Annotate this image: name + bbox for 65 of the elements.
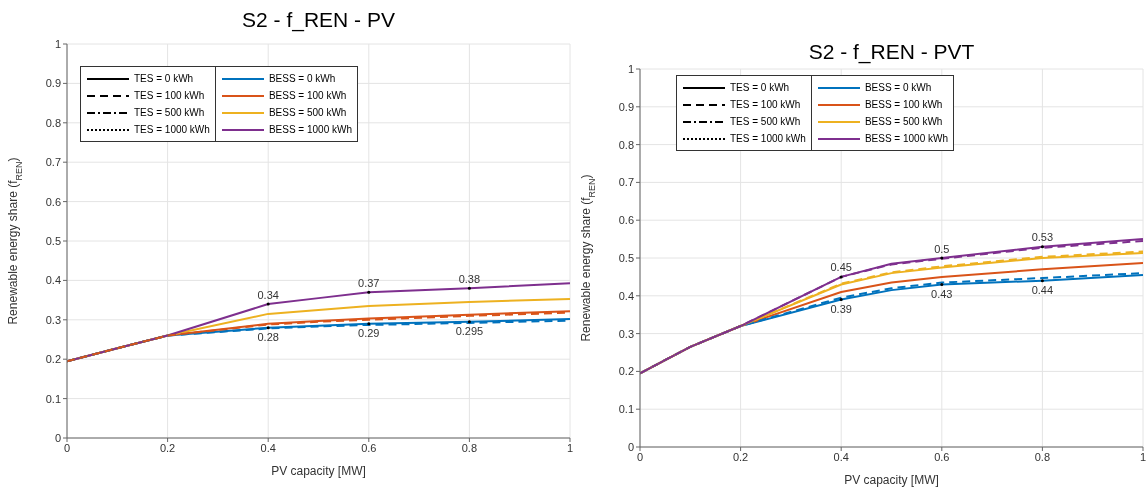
y-tick-label: 0.4 bbox=[618, 289, 634, 302]
x-tick-label: 0.8 bbox=[461, 441, 478, 454]
legend-label: BESS = 0 kWh bbox=[864, 82, 932, 93]
y-tick-label: 0.8 bbox=[45, 116, 61, 129]
y-tick-label: 0.5 bbox=[45, 234, 61, 247]
x-tick-label: 1 bbox=[566, 441, 574, 454]
y-tick-label: 0.1 bbox=[618, 403, 634, 416]
y-tick-label: 0.9 bbox=[45, 77, 61, 90]
legend-label: TES = 1000 kWh bbox=[730, 133, 806, 144]
annotation: 0.38 bbox=[458, 272, 481, 285]
annotation: 0.53 bbox=[1031, 231, 1054, 244]
legend-label: TES = 500 kWh bbox=[730, 116, 801, 127]
annotation: 0.295 bbox=[455, 325, 484, 338]
legend-label: BESS = 100 kWh bbox=[864, 99, 943, 110]
y-tick-label: 0.7 bbox=[618, 176, 634, 189]
annotation: 0.34 bbox=[257, 288, 279, 301]
annotation: 0.45 bbox=[830, 261, 852, 274]
legend-label: BESS = 100 kWh bbox=[268, 90, 347, 101]
x-axis-title: PV capacity [MW] bbox=[270, 464, 367, 478]
y-tick-label: 0.2 bbox=[618, 365, 634, 378]
y-tick-label: 0.1 bbox=[45, 392, 61, 405]
y-tick-label: 0.9 bbox=[618, 100, 634, 113]
y-tick-label: 0.4 bbox=[45, 274, 61, 287]
chart-title: S2 - f_REN - PV bbox=[241, 8, 396, 32]
x-tick-label: 0.6 bbox=[934, 450, 950, 463]
legend-label: TES = 0 kWh bbox=[134, 73, 194, 84]
y-tick-label: 0.7 bbox=[45, 156, 61, 169]
annotation: 0.39 bbox=[830, 302, 852, 315]
legend-label: TES = 100 kWh bbox=[730, 99, 801, 110]
y-tick-label: 0 bbox=[54, 431, 61, 444]
legend-label: TES = 1000 kWh bbox=[134, 124, 210, 135]
x-tick-label: 0.2 bbox=[732, 450, 749, 463]
x-tick-label: 0.4 bbox=[260, 441, 276, 454]
annotation: 0.28 bbox=[257, 330, 279, 343]
x-tick-label: 0.6 bbox=[361, 441, 377, 454]
y-tick-label: 1 bbox=[54, 37, 61, 50]
legend-label: BESS = 1000 kWh bbox=[268, 124, 352, 135]
annotation: 0.43 bbox=[931, 287, 953, 300]
y-tick-label: 0.6 bbox=[45, 195, 61, 208]
x-tick-label: 0 bbox=[63, 441, 71, 454]
y-tick-label: 0.3 bbox=[618, 327, 634, 340]
x-axis-title: PV capacity [MW] bbox=[843, 473, 940, 487]
y-tick-label: 0.5 bbox=[618, 251, 634, 264]
x-tick-label: 0.8 bbox=[1034, 450, 1051, 463]
x-tick-label: 0 bbox=[636, 450, 644, 463]
legend-label: TES = 0 kWh bbox=[730, 82, 790, 93]
annotation: 0.44 bbox=[1031, 283, 1054, 296]
annotation: 0.29 bbox=[358, 327, 380, 340]
y-tick-label: 0.6 bbox=[618, 214, 634, 227]
legend-label: BESS = 0 kWh bbox=[268, 73, 336, 84]
annotation: 0.37 bbox=[358, 276, 380, 289]
x-tick-label: 0.4 bbox=[833, 450, 849, 463]
y-tick-label: 0.8 bbox=[618, 138, 634, 151]
x-tick-label: 0.2 bbox=[159, 441, 176, 454]
y-tick-label: 0.3 bbox=[45, 313, 61, 326]
y-tick-label: 1 bbox=[627, 62, 634, 75]
legend-label: TES = 500 kWh bbox=[134, 107, 205, 118]
legend-label: BESS = 500 kWh bbox=[268, 107, 347, 118]
annotation: 0.5 bbox=[934, 242, 950, 255]
legend-label: TES = 100 kWh bbox=[134, 90, 205, 101]
legend-label: BESS = 1000 kWh bbox=[864, 133, 948, 144]
legend-label: BESS = 500 kWh bbox=[864, 116, 943, 127]
x-tick-label: 1 bbox=[1139, 450, 1146, 463]
y-tick-label: 0.2 bbox=[45, 353, 61, 366]
chart-title: S2 - f_REN - PVT bbox=[807, 40, 976, 64]
